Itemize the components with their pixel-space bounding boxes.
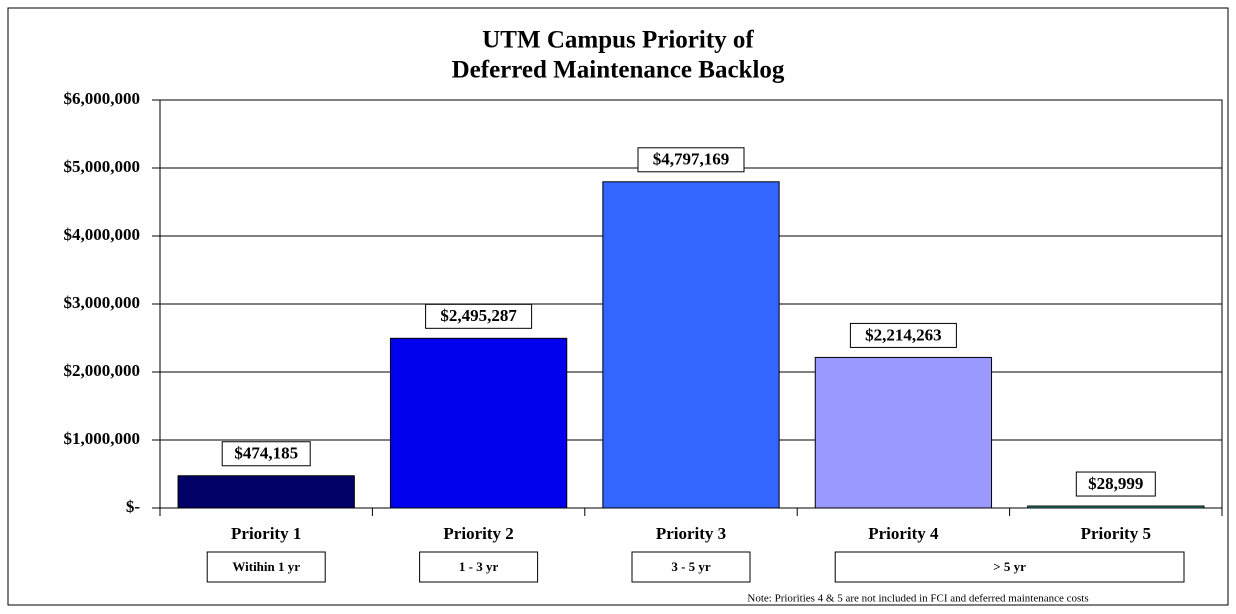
y-tick-label: $5,000,000 bbox=[64, 157, 141, 176]
data-label: $474,185 bbox=[234, 444, 298, 463]
data-label-box bbox=[637, 147, 745, 173]
y-tick-label: $4,000,000 bbox=[64, 225, 141, 244]
bar bbox=[602, 181, 780, 509]
chart-title: UTM Campus Priority of bbox=[482, 27, 754, 54]
data-label-box bbox=[1075, 471, 1156, 497]
x-tick-label: Priority 3 bbox=[656, 524, 726, 543]
bar bbox=[1027, 505, 1205, 509]
y-tick-label: $2,000,000 bbox=[64, 361, 141, 380]
period-box bbox=[631, 551, 751, 583]
x-tick-label: Priority 4 bbox=[868, 524, 939, 543]
period-box bbox=[206, 551, 326, 583]
chart-title: Deferred Maintenance Backlog bbox=[452, 57, 785, 84]
data-label-box bbox=[425, 303, 533, 329]
data-label: $2,214,263 bbox=[865, 325, 942, 344]
period-label: Witihin 1 yr bbox=[232, 559, 300, 574]
data-label: $28,999 bbox=[1088, 474, 1143, 493]
data-label-box bbox=[221, 441, 311, 467]
y-tick-label: $6,000,000 bbox=[64, 89, 141, 108]
data-label: $4,797,169 bbox=[653, 150, 730, 169]
x-tick-label: Priority 5 bbox=[1081, 524, 1151, 543]
data-label: $2,495,287 bbox=[440, 306, 517, 325]
data-label-box bbox=[849, 322, 957, 348]
bar bbox=[177, 475, 355, 509]
period-label: 1 - 3 yr bbox=[459, 559, 499, 574]
note: Note: Priorities 4 & 5 are not included … bbox=[747, 593, 1088, 605]
bar bbox=[389, 337, 568, 509]
x-tick-label: Priority 2 bbox=[443, 524, 513, 543]
period-label: 3 - 5 yr bbox=[671, 559, 711, 574]
x-tick-label: Priority 1 bbox=[231, 524, 301, 543]
period-label: > 5 yr bbox=[993, 559, 1026, 574]
period-box bbox=[419, 551, 539, 583]
y-tick-label: $- bbox=[126, 497, 141, 516]
bar bbox=[814, 356, 993, 509]
y-tick-label: $1,000,000 bbox=[64, 429, 141, 448]
y-tick-label: $3,000,000 bbox=[64, 293, 141, 312]
period-box bbox=[834, 551, 1185, 583]
